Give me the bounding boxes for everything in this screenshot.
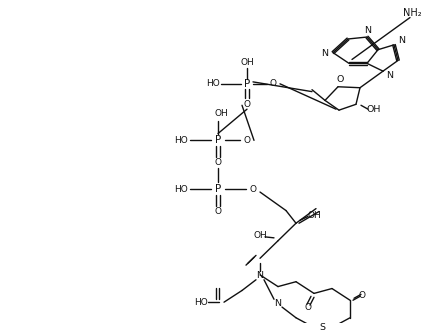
Text: OH: OH [214,109,228,118]
Text: O: O [269,79,277,88]
Text: N: N [387,71,393,79]
Text: O: O [215,158,222,167]
Text: P: P [244,79,250,89]
Text: N: N [364,26,372,35]
Text: OH: OH [307,211,321,220]
Text: O: O [244,136,251,145]
Text: HO: HO [194,298,208,307]
Text: O: O [359,291,366,300]
Text: O: O [244,100,251,109]
Text: O: O [305,303,311,311]
Text: NH₂: NH₂ [403,8,421,18]
Text: HO: HO [206,79,220,88]
Text: P: P [215,135,221,145]
Text: OH: OH [367,105,381,114]
Text: N: N [322,49,329,58]
Text: OH: OH [240,58,254,67]
Text: O: O [249,185,256,194]
Text: N: N [256,271,264,280]
Text: O: O [336,75,344,84]
Text: S: S [319,323,325,331]
Text: P: P [215,184,221,194]
Text: HO: HO [174,136,188,145]
Text: O: O [215,207,222,216]
Text: N: N [398,36,405,45]
Text: OH: OH [253,231,267,240]
Text: HO: HO [174,185,188,194]
Text: N: N [274,299,281,307]
